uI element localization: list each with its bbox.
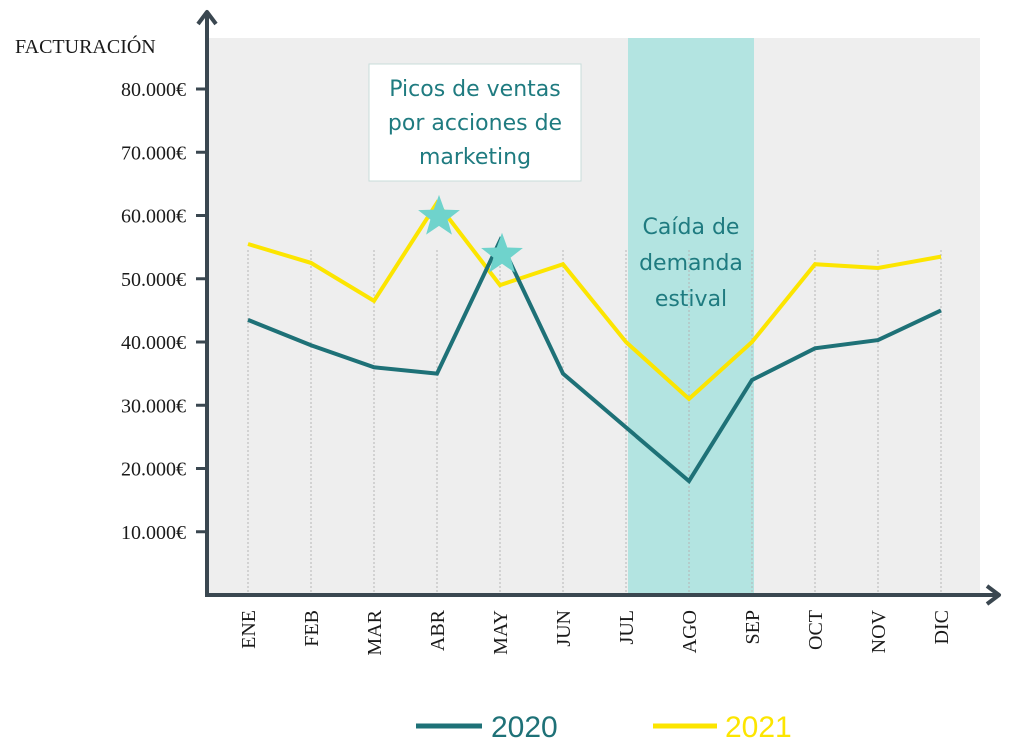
y-axis-label: FACTURACIÓN — [15, 34, 156, 58]
callout-line: Picos de ventas — [389, 77, 560, 102]
y-tick-label: 30.000€ — [121, 395, 186, 417]
y-tick-label: 80.000€ — [121, 79, 186, 101]
series-line-2020 — [247, 236, 942, 485]
callout-line: por acciones de — [388, 111, 562, 136]
x-tick-label-may: MAY — [490, 610, 512, 655]
y-tick-label: 60.000€ — [121, 206, 186, 228]
band-text: Caída de demanda estival — [639, 215, 743, 312]
x-axis-ticks: ENE FEB MAR ABR MAY JUN JUL AGO SEP OCT NOV DIC — [238, 609, 953, 655]
x-tick-label-nov: NOV — [868, 609, 890, 653]
y-tick-label: 40.000€ — [121, 332, 186, 354]
x-axis-arrow — [985, 584, 1001, 606]
callout-text: Picos de ventas por acciones de marketing — [388, 77, 562, 170]
x-tick-label-ene: ENE — [238, 610, 260, 649]
y-tick-label: 20.000€ — [121, 459, 186, 481]
x-tick-label-jul: JUL — [616, 610, 638, 644]
legend-label-2020: 2020 — [491, 711, 558, 744]
legend: 2020 2021 — [416, 711, 792, 744]
plot-background — [207, 38, 980, 595]
x-tick-label-feb: FEB — [301, 610, 323, 647]
callout-line: marketing — [419, 145, 531, 170]
x-tick-label-oct: OCT — [805, 610, 827, 650]
band-label-line: estival — [655, 287, 727, 312]
star-marker-abr — [418, 194, 460, 235]
legend-label-2021: 2021 — [725, 711, 792, 744]
star-marker-may — [481, 232, 523, 273]
x-tick-label-mar: MAR — [364, 609, 386, 655]
summer-band — [628, 38, 754, 595]
x-tick-label-sep: SEP — [742, 610, 764, 644]
y-axis-ticks: 10.000€ 20.000€ 30.000€ 40.000€ 50.000€ 60.00… — [121, 79, 207, 544]
series-lines — [247, 199, 942, 485]
y-tick-label: 10.000€ — [121, 522, 186, 544]
gridlines — [247, 250, 942, 595]
series-line-2021 — [247, 199, 942, 402]
y-tick-label: 70.000€ — [121, 142, 186, 164]
x-tick-label-ago: AGO — [679, 610, 701, 653]
band-label-line: Caída de — [643, 215, 740, 240]
x-tick-label-dic: DIC — [931, 610, 953, 644]
y-axis-arrow — [196, 10, 218, 26]
y-tick-label: 50.000€ — [121, 269, 186, 291]
callout-markers — [418, 194, 523, 273]
x-tick-label-jun: JUN — [553, 610, 575, 647]
band-label-line: demanda — [639, 251, 743, 276]
callout-box — [368, 63, 582, 182]
x-tick-label-abr: ABR — [427, 609, 449, 651]
